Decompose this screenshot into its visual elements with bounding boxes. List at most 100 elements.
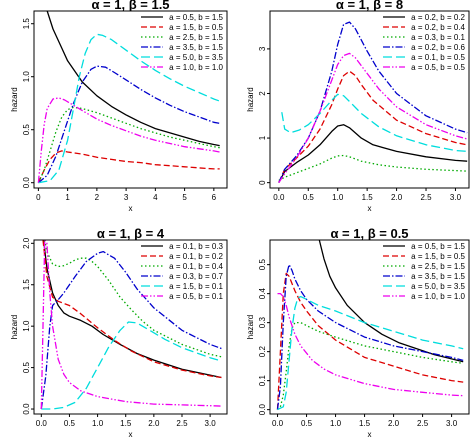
panel-4: α = 1, β = 0.5 0.0 0.5 1.0 1.5 2.0 2.5 3.0 x 0.0 0… <box>246 226 470 439</box>
legend-label: a = 1.0, b = 1.0 <box>169 63 223 72</box>
panel-2: α = 1, β = 8 0.0 0.5 1.0 1.5 2.0 2.5 3.0 x 0 1 2 3 ha… <box>246 0 470 213</box>
y-tick-label: 1.5 <box>22 18 31 30</box>
panel-3: α = 1, β = 4 0.0 0.5 1.0 1.5 2.0 2.5 3.0 x 0.0 0.5… <box>10 226 228 439</box>
legend-label: a = 5.0, b = 3.5 <box>411 282 465 291</box>
legend-label: a = 0.5, b = 0.1 <box>169 292 223 301</box>
x-tick-label: 2.0 <box>388 419 400 428</box>
plot-frame <box>33 239 228 415</box>
series-line-5 <box>41 321 222 410</box>
x-tick-label: 3.0 <box>446 419 458 428</box>
chart-title: α = 1, β = 4 <box>97 226 165 241</box>
series-line-6 <box>37 97 220 183</box>
x-tick-label: 0.5 <box>301 419 313 428</box>
legend-label: a = 1.0, b = 1.0 <box>411 292 465 301</box>
series-line-2 <box>278 70 468 183</box>
x-tick-label: 1.5 <box>120 419 132 428</box>
x-tick-label: 2.5 <box>176 419 188 428</box>
y-tick-label: 0.4 <box>258 288 267 300</box>
series-line-3 <box>278 154 468 181</box>
legend-label: a = 0.5, b = 1.5 <box>411 242 465 251</box>
legend-label: a = 1.5, b = 0.5 <box>169 23 223 32</box>
y-tick-label: 0.3 <box>258 317 267 329</box>
legend-label: a = 3.5, b = 1.5 <box>411 272 465 281</box>
plot-frame <box>269 239 470 415</box>
x-tick-label: 1.5 <box>359 419 371 428</box>
series-line-1 <box>46 11 220 147</box>
legend-label: a = 0.3, b = 0.7 <box>169 272 223 281</box>
y-tick-label: 1.5 <box>22 279 31 291</box>
x-axis-label: x <box>129 204 133 213</box>
y-tick-label: 0 <box>258 180 267 185</box>
y-tick-label: 2.0 <box>22 237 31 249</box>
series-line-4 <box>278 21 468 183</box>
series-line-3 <box>37 106 220 183</box>
y-tick-label: 1 <box>258 135 267 140</box>
legend-label: a = 0.1, b = 0.3 <box>169 242 223 251</box>
series-line-5 <box>281 93 468 153</box>
legend-label: a = 1.5, b = 0.5 <box>411 252 465 261</box>
y-tick-label: 0.0 <box>22 177 31 189</box>
legend-label: a = 5.0, b = 3.5 <box>169 53 223 62</box>
legend-label: a = 2.5, b = 1.5 <box>411 262 465 271</box>
series-line-3 <box>277 321 464 411</box>
x-tick-label: 0.0 <box>36 419 48 428</box>
panel-1: α = 1, β = 1.5 0 1 2 3 4 5 6 x 0.0 0.5 1.0 1.5 hazard… <box>10 0 228 213</box>
x-tick-label: 3.0 <box>450 193 462 202</box>
x-tick-label: 1.0 <box>330 419 342 428</box>
legend: a = 0.5, b = 1.5a = 1.5, b = 0.5a = 2.5,… <box>383 242 466 301</box>
series-line-6 <box>40 240 222 410</box>
y-axis-label: hazard <box>246 87 255 111</box>
legend-label: a = 0.2, b = 0.2 <box>411 13 465 22</box>
y-tick-label: 2 <box>258 91 267 96</box>
chart-title: α = 1, β = 1.5 <box>91 0 169 12</box>
chart-title: α = 1, β = 8 <box>336 0 403 12</box>
y-tick-label: 1.0 <box>22 320 31 332</box>
y-axis-label: hazard <box>246 315 255 339</box>
x-tick-label: 1 <box>65 193 70 202</box>
y-tick-label: 3 <box>258 46 267 51</box>
x-tick-label: 0.0 <box>272 419 284 428</box>
series-group <box>37 11 220 184</box>
x-axis-label: x <box>129 430 133 439</box>
series-group <box>40 240 222 410</box>
x-tick-label: 1.5 <box>362 193 374 202</box>
legend-label: a = 2.5, b = 1.5 <box>169 33 223 42</box>
series-line-1 <box>318 240 464 363</box>
series-line-2 <box>37 150 220 183</box>
x-tick-label: 2.5 <box>417 419 429 428</box>
y-axis-label: hazard <box>10 315 19 339</box>
series-line-1 <box>278 124 468 183</box>
y-tick-label: 0.1 <box>258 375 267 387</box>
legend-label: a = 0.1, b = 0.4 <box>169 262 223 271</box>
y-tick-label: 0.0 <box>258 404 267 416</box>
y-tick-label: 0.5 <box>22 124 31 136</box>
series-line-5 <box>38 33 220 184</box>
series-line-6 <box>278 52 468 183</box>
x-tick-label: 0 <box>36 193 41 202</box>
x-axis-label: x <box>368 430 372 439</box>
legend-label: a = 0.2, b = 0.4 <box>411 23 465 32</box>
x-tick-label: 2.0 <box>148 419 160 428</box>
x-tick-label: 3.0 <box>205 419 217 428</box>
legend-label: a = 0.1, b = 0.2 <box>169 252 223 261</box>
legend: a = 0.2, b = 0.2a = 0.2, b = 0.4a = 0.3,… <box>383 13 466 72</box>
legend-label: a = 1.5, b = 0.1 <box>169 282 223 291</box>
series-line-2 <box>42 240 222 379</box>
series-group <box>276 240 464 411</box>
series-line-5 <box>277 295 464 411</box>
series-group <box>278 21 468 183</box>
y-tick-label: 0.5 <box>22 361 31 373</box>
legend-label: a = 0.5, b = 0.5 <box>411 63 465 72</box>
legend: a = 0.1, b = 0.3a = 0.1, b = 0.2a = 0.1,… <box>141 242 224 301</box>
series-line-2 <box>276 272 464 410</box>
x-tick-label: 2 <box>95 193 100 202</box>
y-tick-label: 0.5 <box>258 259 267 271</box>
x-tick-label: 3 <box>124 193 129 202</box>
y-tick-label: 1.0 <box>22 71 31 83</box>
y-tick-label: 0.2 <box>258 346 267 358</box>
series-line-4 <box>37 65 220 184</box>
x-tick-label: 1.0 <box>92 419 104 428</box>
plot-frame <box>269 10 470 189</box>
legend-label: a = 0.1, b = 0.5 <box>411 53 465 62</box>
x-axis-label: x <box>368 204 372 213</box>
